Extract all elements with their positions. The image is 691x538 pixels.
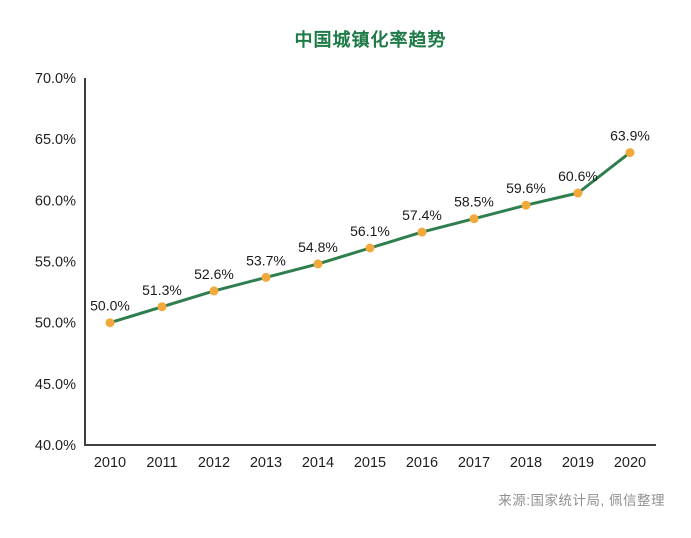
data-point-label: 52.6% xyxy=(194,266,234,282)
chart-title: 中国城镇化率趋势 xyxy=(294,30,447,50)
x-tick-label: 2018 xyxy=(510,455,542,471)
data-point-marker xyxy=(417,227,427,237)
x-tick-label: 2011 xyxy=(146,455,177,471)
data-point-label: 51.3% xyxy=(142,282,182,298)
data-point-marker xyxy=(469,214,479,224)
y-tick-label: 70.0% xyxy=(35,71,76,87)
data-point-label: 60.6% xyxy=(558,168,598,184)
x-tick-label: 2017 xyxy=(458,455,490,471)
data-point-label: 58.5% xyxy=(454,194,494,210)
x-tick-label: 2015 xyxy=(354,455,386,471)
source-note: 来源:国家统计局, 佩信整理 xyxy=(498,493,665,508)
data-point-label: 63.9% xyxy=(610,128,650,144)
data-point-label: 53.7% xyxy=(246,252,286,268)
data-point-label: 54.8% xyxy=(298,239,338,255)
data-point-marker xyxy=(573,188,583,198)
data-point-marker xyxy=(105,318,115,328)
x-tick-label: 2019 xyxy=(562,455,594,471)
data-point-marker xyxy=(625,148,635,158)
y-tick-label: 65.0% xyxy=(35,132,76,148)
data-point-marker xyxy=(313,259,323,269)
x-tick-label: 2020 xyxy=(614,455,646,471)
data-point-marker xyxy=(209,286,219,296)
data-point-label: 57.4% xyxy=(402,207,442,223)
y-tick-label: 45.0% xyxy=(35,377,76,393)
y-tick-label: 40.0% xyxy=(35,438,76,454)
x-tick-label: 2016 xyxy=(406,455,438,471)
y-tick-label: 50.0% xyxy=(35,316,76,332)
x-tick-label: 2010 xyxy=(94,455,126,471)
y-tick-label: 60.0% xyxy=(35,193,76,209)
y-tick-label: 55.0% xyxy=(35,255,76,271)
data-point-label: 56.1% xyxy=(350,223,390,239)
x-tick-label: 2012 xyxy=(198,455,230,471)
x-tick-label: 2014 xyxy=(302,455,334,471)
x-tick-label: 2013 xyxy=(250,455,282,471)
data-point-marker xyxy=(261,272,271,282)
data-point-label: 59.6% xyxy=(506,180,546,196)
data-point-marker xyxy=(521,200,531,210)
data-point-label: 50.0% xyxy=(90,298,130,314)
data-point-marker xyxy=(157,302,167,312)
data-point-marker xyxy=(365,243,375,253)
